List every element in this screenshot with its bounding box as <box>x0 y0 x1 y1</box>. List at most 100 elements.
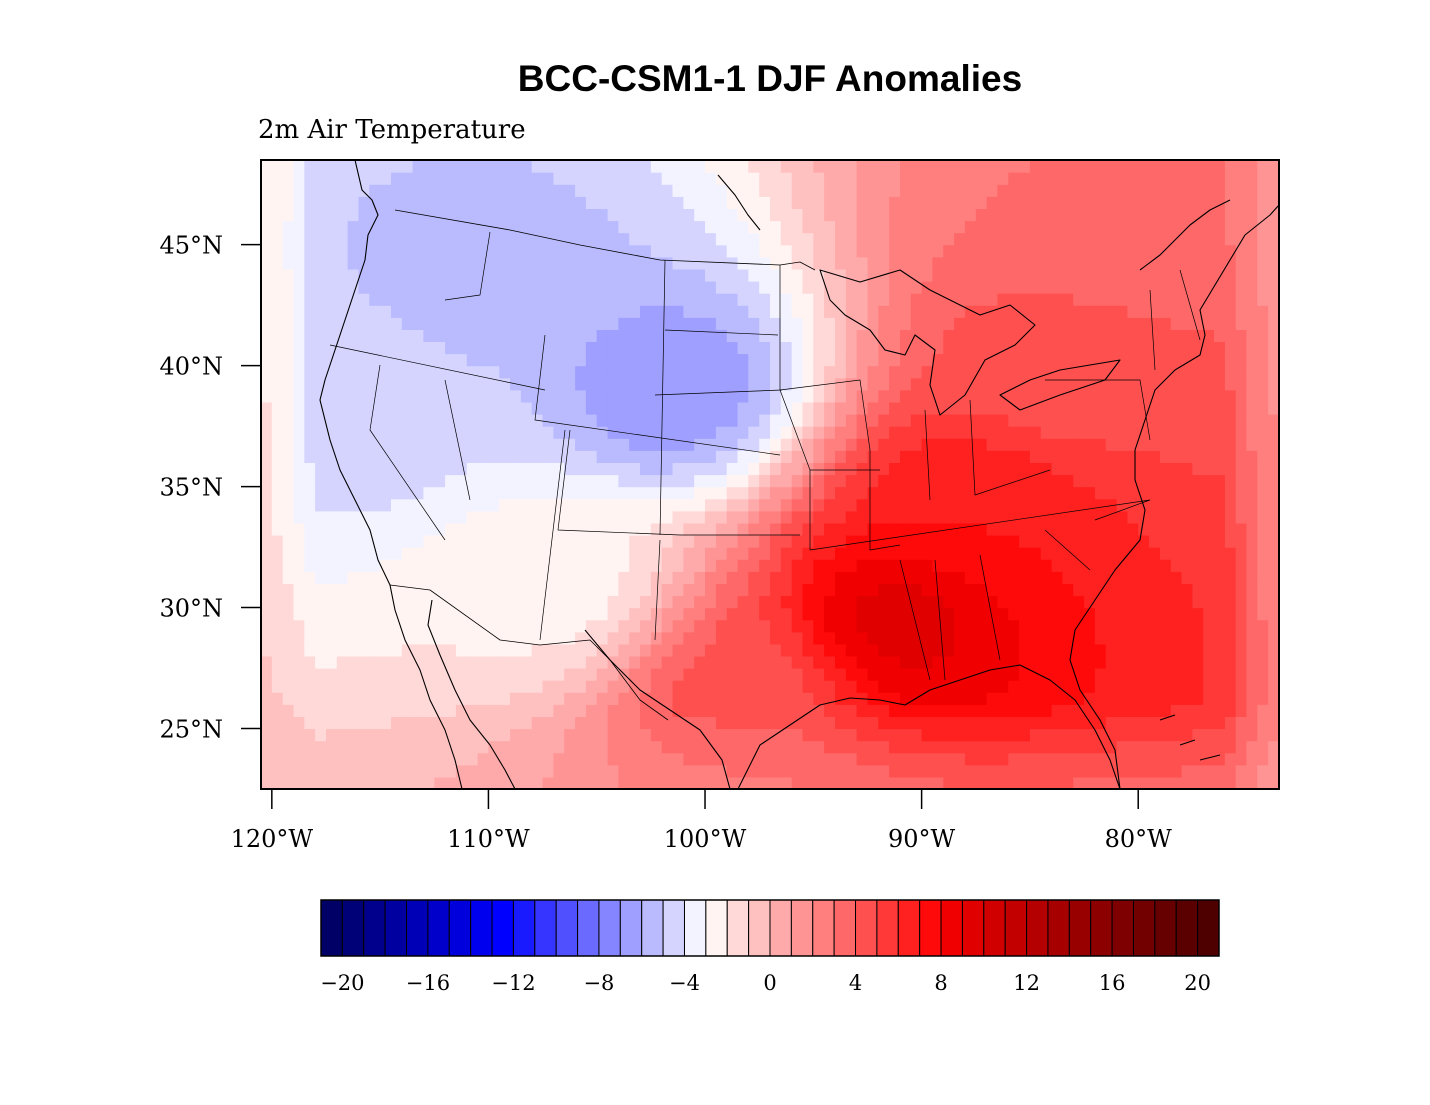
field-cell <box>1094 365 1107 379</box>
field-cell <box>477 643 489 657</box>
field-cell <box>445 365 457 379</box>
field-cell <box>1116 607 1128 621</box>
field-cell <box>661 426 674 439</box>
field-cell <box>1073 668 1085 681</box>
field-cell <box>455 740 468 754</box>
field-cell <box>293 462 305 476</box>
field-cell <box>780 172 793 185</box>
field-cell <box>1192 704 1204 717</box>
field-cell <box>445 341 457 355</box>
field-cell <box>986 365 998 379</box>
field-cell <box>1116 244 1128 258</box>
field-cell <box>347 401 359 415</box>
field-cell <box>520 389 533 403</box>
field-cell <box>1019 293 1031 306</box>
field-cell <box>391 317 403 330</box>
field-cell <box>380 184 392 197</box>
field-cell <box>304 474 316 488</box>
field-cell <box>1257 426 1269 439</box>
field-cell <box>499 547 511 560</box>
field-cell <box>1181 547 1193 560</box>
field-cell <box>380 631 392 645</box>
field-cell <box>1051 764 1063 778</box>
field-cell <box>1084 305 1096 318</box>
field-cell <box>1246 619 1258 633</box>
field-cell <box>585 522 598 536</box>
field-cell <box>802 668 814 681</box>
field-cell <box>575 341 587 355</box>
field-cell <box>1094 172 1107 185</box>
field-cell <box>607 305 619 318</box>
field-cell <box>770 438 782 451</box>
field-cell <box>1170 680 1183 693</box>
field-cell <box>1127 680 1139 693</box>
field-cell <box>423 462 435 476</box>
field-cell <box>748 740 760 754</box>
field-cell <box>466 196 479 209</box>
field-cell <box>1246 293 1258 306</box>
field-cell <box>271 571 284 584</box>
field-cell <box>326 740 338 754</box>
field-cell <box>737 196 749 209</box>
field-cell <box>510 160 522 173</box>
field-cell <box>358 220 370 234</box>
field-cell <box>510 305 522 318</box>
field-cell <box>867 643 879 657</box>
field-cell <box>1257 365 1269 379</box>
field-cell <box>423 764 435 778</box>
field-cell <box>542 704 554 717</box>
field-cell <box>326 329 338 342</box>
field-cell <box>477 232 489 246</box>
field-cell <box>1224 547 1237 560</box>
field-cell <box>575 498 587 512</box>
field-cell <box>607 631 619 645</box>
field-cell <box>380 619 392 633</box>
field-cell <box>813 426 825 439</box>
field-cell <box>380 389 392 403</box>
field-cell <box>1257 184 1269 197</box>
field-cell <box>336 353 349 367</box>
field-cell <box>997 559 1009 572</box>
field-cell <box>813 172 825 185</box>
field-cell <box>640 160 652 173</box>
field-cell <box>715 208 728 222</box>
field-cell <box>802 317 814 330</box>
field-cell <box>1084 607 1096 621</box>
field-cell <box>380 414 392 427</box>
field-cell <box>975 668 988 681</box>
field-cell <box>618 510 630 524</box>
field-cell <box>1116 414 1128 427</box>
field-cell <box>455 462 468 476</box>
field-cell <box>369 426 381 439</box>
field-cell <box>1040 559 1053 572</box>
field-cell <box>596 728 609 742</box>
field-cell <box>759 389 771 403</box>
field-cell <box>1246 401 1258 415</box>
field-cell <box>261 438 273 451</box>
field-cell <box>1235 607 1248 621</box>
field-cell <box>835 317 847 330</box>
field-cell <box>997 643 1009 657</box>
field-cell <box>889 668 901 681</box>
field-cell <box>726 244 739 258</box>
field-cell <box>856 668 868 681</box>
field-cell <box>1062 329 1074 342</box>
field-cell <box>531 365 544 379</box>
field-cell <box>1073 256 1085 270</box>
field-cell <box>261 160 273 173</box>
field-cell <box>954 426 966 439</box>
field-cell <box>889 317 901 330</box>
field-cell <box>835 160 847 173</box>
field-cell <box>748 595 760 609</box>
field-cell <box>759 196 771 209</box>
field-cell <box>1127 365 1139 379</box>
field-cell <box>683 474 695 488</box>
field-cell <box>445 498 457 512</box>
field-cell <box>878 619 890 633</box>
field-cell <box>791 414 804 427</box>
field-cell <box>1105 220 1118 234</box>
field-cell <box>369 607 381 621</box>
field-cell <box>1094 547 1107 560</box>
field-cell <box>1073 655 1085 669</box>
